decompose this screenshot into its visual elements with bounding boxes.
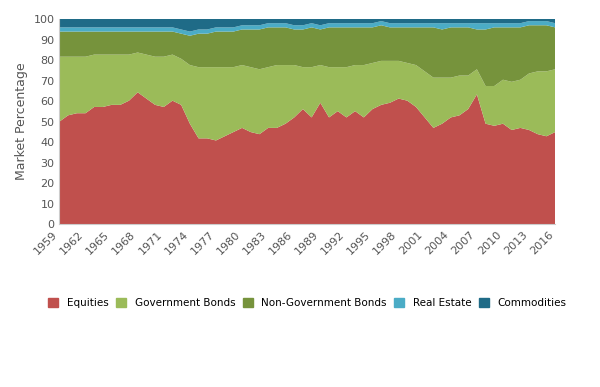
Legend: Equities, Government Bonds, Non-Government Bonds, Real Estate, Commodities: Equities, Government Bonds, Non-Governme… xyxy=(45,295,569,312)
Y-axis label: Market Percentage: Market Percentage xyxy=(15,63,28,180)
